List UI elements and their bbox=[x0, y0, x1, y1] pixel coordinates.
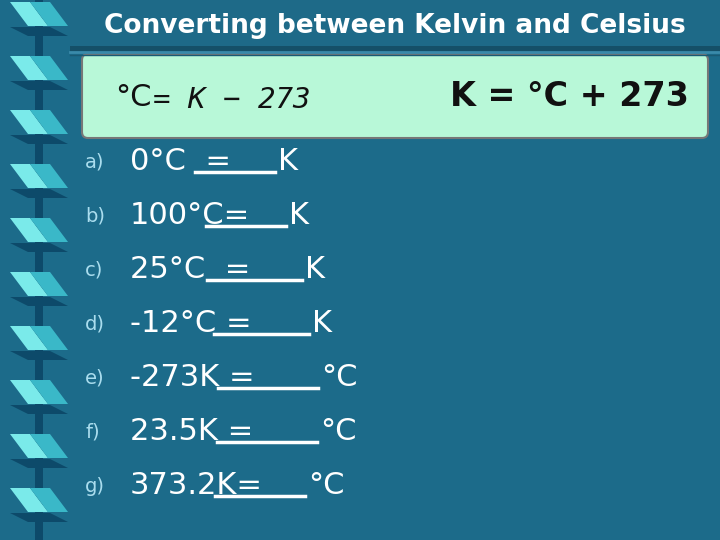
Text: -273K =: -273K = bbox=[130, 363, 264, 393]
Polygon shape bbox=[10, 56, 48, 80]
Text: K = °C + 273: K = °C + 273 bbox=[450, 80, 689, 113]
Polygon shape bbox=[30, 164, 68, 188]
Text: K: K bbox=[278, 147, 298, 177]
Polygon shape bbox=[30, 110, 68, 134]
Text: Converting between Kelvin and Celsius: Converting between Kelvin and Celsius bbox=[104, 13, 686, 39]
Polygon shape bbox=[10, 326, 48, 350]
Polygon shape bbox=[10, 81, 68, 90]
Polygon shape bbox=[10, 2, 48, 26]
Polygon shape bbox=[10, 218, 48, 242]
Text: = K − 273: = K − 273 bbox=[153, 86, 310, 114]
Text: °C: °C bbox=[320, 417, 356, 447]
Text: d): d) bbox=[85, 314, 105, 334]
Text: f): f) bbox=[85, 422, 99, 442]
Polygon shape bbox=[10, 27, 68, 36]
Text: 100°C=: 100°C= bbox=[130, 201, 251, 231]
Polygon shape bbox=[30, 488, 68, 512]
Polygon shape bbox=[10, 434, 48, 458]
Polygon shape bbox=[10, 135, 68, 144]
Polygon shape bbox=[30, 56, 68, 80]
Text: 0°C  =: 0°C = bbox=[130, 147, 231, 177]
Text: °C: °C bbox=[115, 83, 151, 111]
Polygon shape bbox=[10, 380, 48, 404]
Polygon shape bbox=[10, 243, 68, 252]
Text: °C: °C bbox=[308, 471, 344, 501]
FancyBboxPatch shape bbox=[82, 54, 708, 138]
Text: 23.5K =: 23.5K = bbox=[130, 417, 263, 447]
Polygon shape bbox=[10, 351, 68, 360]
Polygon shape bbox=[30, 434, 68, 458]
Text: g): g) bbox=[85, 476, 105, 496]
Text: e): e) bbox=[85, 368, 104, 388]
Text: b): b) bbox=[85, 206, 105, 226]
Polygon shape bbox=[30, 272, 68, 296]
Text: K: K bbox=[312, 309, 332, 339]
Polygon shape bbox=[30, 2, 68, 26]
Polygon shape bbox=[10, 488, 48, 512]
Text: 25°C  =: 25°C = bbox=[130, 255, 251, 285]
Polygon shape bbox=[30, 218, 68, 242]
Polygon shape bbox=[10, 297, 68, 306]
Polygon shape bbox=[10, 513, 68, 522]
Bar bbox=[35, 0, 43, 540]
Polygon shape bbox=[10, 189, 68, 198]
Polygon shape bbox=[10, 405, 68, 414]
Polygon shape bbox=[10, 272, 48, 296]
Polygon shape bbox=[30, 326, 68, 350]
Polygon shape bbox=[10, 164, 48, 188]
Polygon shape bbox=[10, 110, 48, 134]
Polygon shape bbox=[30, 380, 68, 404]
Text: K: K bbox=[289, 201, 309, 231]
Text: a): a) bbox=[85, 152, 104, 172]
Bar bbox=[70, 0, 720, 52]
Text: °C: °C bbox=[321, 363, 358, 393]
Text: c): c) bbox=[85, 260, 104, 280]
Text: K: K bbox=[305, 255, 325, 285]
Text: -12°C =: -12°C = bbox=[130, 309, 261, 339]
Text: 373.2K=: 373.2K= bbox=[130, 471, 263, 501]
Bar bbox=[70, 46, 720, 52]
Polygon shape bbox=[10, 459, 68, 468]
